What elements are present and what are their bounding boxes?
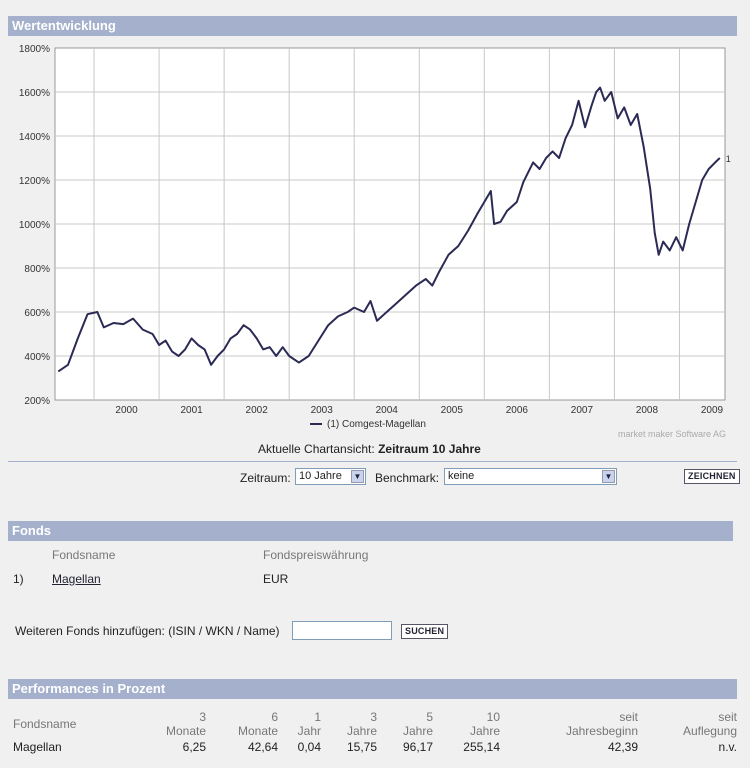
- perf-header-top: 10: [486, 710, 500, 724]
- fonds-link-magellan[interactable]: Magellan: [52, 572, 101, 586]
- series-end-label: 1: [726, 154, 731, 164]
- chart-legend: (1) Comgest-Magellan: [310, 419, 426, 430]
- perf-header-bottom: Monate: [165, 724, 206, 738]
- zeitraum-label: Zeitraum:: [240, 471, 291, 485]
- fonds-col-name: Fondsname: [52, 548, 116, 562]
- perf-header-bottom: Jahresbeginn: [565, 724, 638, 738]
- x-tick-label: 2008: [636, 405, 659, 416]
- perf-header-bottom: Jahre: [469, 724, 500, 738]
- chevron-down-icon: ▼: [351, 470, 364, 483]
- perf-header-bottom: Jahre: [346, 724, 377, 738]
- y-tick-label: 1000%: [19, 220, 50, 231]
- section-header-performances: Performances in Prozent: [8, 679, 737, 699]
- perf-header-top: seit: [619, 710, 638, 724]
- perf-header-bottom: Monate: [237, 724, 278, 738]
- suchen-button[interactable]: SUCHEN: [401, 624, 449, 639]
- x-tick-label: 2005: [441, 405, 464, 416]
- perf-value: 42,64: [247, 740, 278, 754]
- x-tick-label: 2000: [115, 405, 138, 416]
- perf-header-top: 3: [370, 710, 377, 724]
- y-tick-label: 1200%: [19, 176, 50, 187]
- perf-value: n.v.: [718, 740, 737, 754]
- y-tick-label: 1600%: [19, 88, 50, 99]
- add-fonds-label: Weiteren Fonds hinzufügen: (ISIN / WKN /…: [15, 624, 280, 638]
- x-tick-label: 2002: [246, 405, 269, 416]
- zeichnen-button[interactable]: ZEICHNEN: [684, 469, 740, 484]
- perf-header-top: 5: [426, 710, 433, 724]
- x-tick-label: 2001: [180, 405, 203, 416]
- x-tick-label: 2009: [701, 405, 724, 416]
- fonds-row-currency: EUR: [263, 572, 289, 586]
- chart-view-label: Aktuelle Chartansicht:: [258, 442, 375, 456]
- fonds-row-index: 1): [13, 572, 24, 586]
- y-tick-label: 800%: [24, 264, 50, 275]
- perf-header-bottom: Auflegung: [682, 724, 737, 738]
- perf-header-top: 6: [271, 710, 278, 724]
- y-tick-label: 600%: [24, 308, 50, 319]
- divider: [8, 461, 737, 462]
- perf-header-bottom: Jahre: [402, 724, 433, 738]
- y-tick-label: 1400%: [19, 132, 50, 143]
- perf-header-top: 3: [199, 710, 206, 724]
- perf-row-name: Magellan: [13, 740, 62, 754]
- perf-header-top: seit: [718, 710, 737, 724]
- fonds-col-currency: Fondspreiswährung: [263, 548, 369, 562]
- perf-value: 6,25: [182, 740, 206, 754]
- x-tick-label: 2003: [311, 405, 334, 416]
- perf-header-bottom: Jahr: [297, 724, 321, 738]
- grid-lines: [55, 48, 725, 400]
- section-header-wertentwicklung: Wertentwicklung: [8, 16, 737, 36]
- chart-view-value: Zeitraum 10 Jahre: [378, 442, 481, 456]
- perf-col-name: Fondsname: [13, 717, 77, 731]
- y-axis-ticks: 200% 400% 600% 800% 1000% 1200% 1400% 1600% 1800…: [19, 44, 50, 407]
- zeitraum-select-value: 10 Jahre: [299, 470, 342, 482]
- perf-value: 15,75: [346, 740, 377, 754]
- perf-value: 255,14: [463, 740, 500, 754]
- performance-chart: 200% 400% 600% 800% 1000% 1200% 1400% 1600% 1800…: [19, 44, 731, 430]
- series-group: 1: [57, 86, 731, 373]
- y-tick-label: 1800%: [19, 44, 50, 55]
- x-tick-label: 2004: [376, 405, 399, 416]
- benchmark-select[interactable]: keine ▼: [444, 468, 617, 485]
- chart-view-info: Aktuelle Chartansicht: Zeitraum 10 Jahre: [258, 442, 481, 456]
- perf-value: 42,39: [607, 740, 638, 754]
- perf-value: 96,17: [402, 740, 433, 754]
- add-fonds-input[interactable]: [292, 621, 392, 640]
- perf-value: 0,04: [297, 740, 321, 754]
- x-tick-label: 2006: [506, 405, 529, 416]
- series-line-comgest-magellan: [57, 86, 721, 373]
- legend-label: (1) Comgest-Magellan: [327, 419, 426, 430]
- y-tick-label: 200%: [24, 396, 50, 407]
- perf-header-top: 1: [314, 710, 321, 724]
- benchmark-select-value: keine: [448, 470, 475, 482]
- zeitraum-select[interactable]: 10 Jahre ▼: [295, 468, 366, 485]
- benchmark-label: Benchmark:: [375, 471, 440, 485]
- credit-text: market maker Software AG: [618, 429, 727, 439]
- x-axis-ticks: 2000 2001 2002 2003 2004 2005 2006 2007 2008 2009: [115, 405, 723, 416]
- chevron-down-icon: ▼: [602, 470, 615, 483]
- section-header-fonds: Fonds: [8, 521, 733, 541]
- y-tick-label: 400%: [24, 352, 50, 363]
- x-tick-label: 2007: [571, 405, 594, 416]
